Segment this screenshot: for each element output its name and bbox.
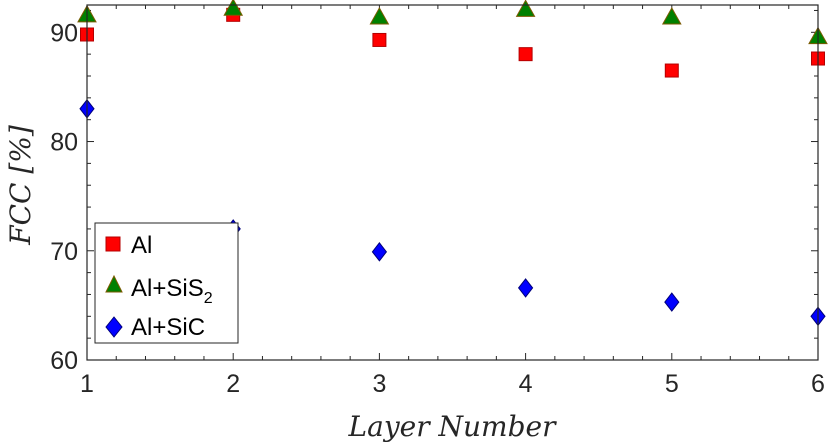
x-tick-label: 4 (519, 370, 533, 398)
point-al-sic-3 (371, 242, 388, 262)
point-al-sis2-5 (661, 6, 682, 25)
x-axis-title: Layer Number (348, 410, 558, 443)
y-tick-label: 70 (50, 238, 78, 266)
point-al-sis2-3 (369, 6, 390, 25)
y-tick-label: 90 (50, 19, 78, 47)
y-axis-title: FCC [%] (4, 125, 37, 246)
x-tick-label: 2 (226, 370, 240, 398)
point-al-sis2-4 (515, 0, 536, 17)
legend: Al Al+SiS2 Al+SiC (94, 222, 239, 344)
point-al-sic-5 (664, 292, 680, 312)
point-al-5 (664, 63, 679, 78)
plot-frame (86, 4, 819, 361)
legend-marker-al-sis2 (105, 274, 123, 293)
point-al-3 (372, 32, 387, 47)
legend-label-al: Al (131, 232, 152, 259)
x-tick-label: 5 (665, 370, 679, 398)
x-tick-label: 1 (80, 370, 94, 398)
x-tick-label: 6 (811, 370, 825, 398)
legend-label-al-sic: Al+SiC (131, 314, 205, 341)
legend-label-al-sis2: Al+SiS2 (131, 275, 213, 307)
legend-marker-al-sic (105, 316, 123, 338)
y-tick-label: 60 (50, 347, 78, 375)
tick-labels: 1 2 3 4 5 6 60 70 80 90 (50, 19, 825, 398)
legend-label-al-sis2-main: Al+SiS (131, 275, 204, 302)
y-tick-label: 80 (50, 129, 78, 157)
point-al-sis2-2 (223, 0, 244, 16)
legend-marker-al (105, 236, 121, 252)
point-al-sic-4 (517, 278, 534, 298)
legend-label-al-sis2-sub: 2 (204, 290, 213, 307)
point-al-4 (518, 47, 533, 62)
x-tick-label: 3 (372, 370, 386, 398)
